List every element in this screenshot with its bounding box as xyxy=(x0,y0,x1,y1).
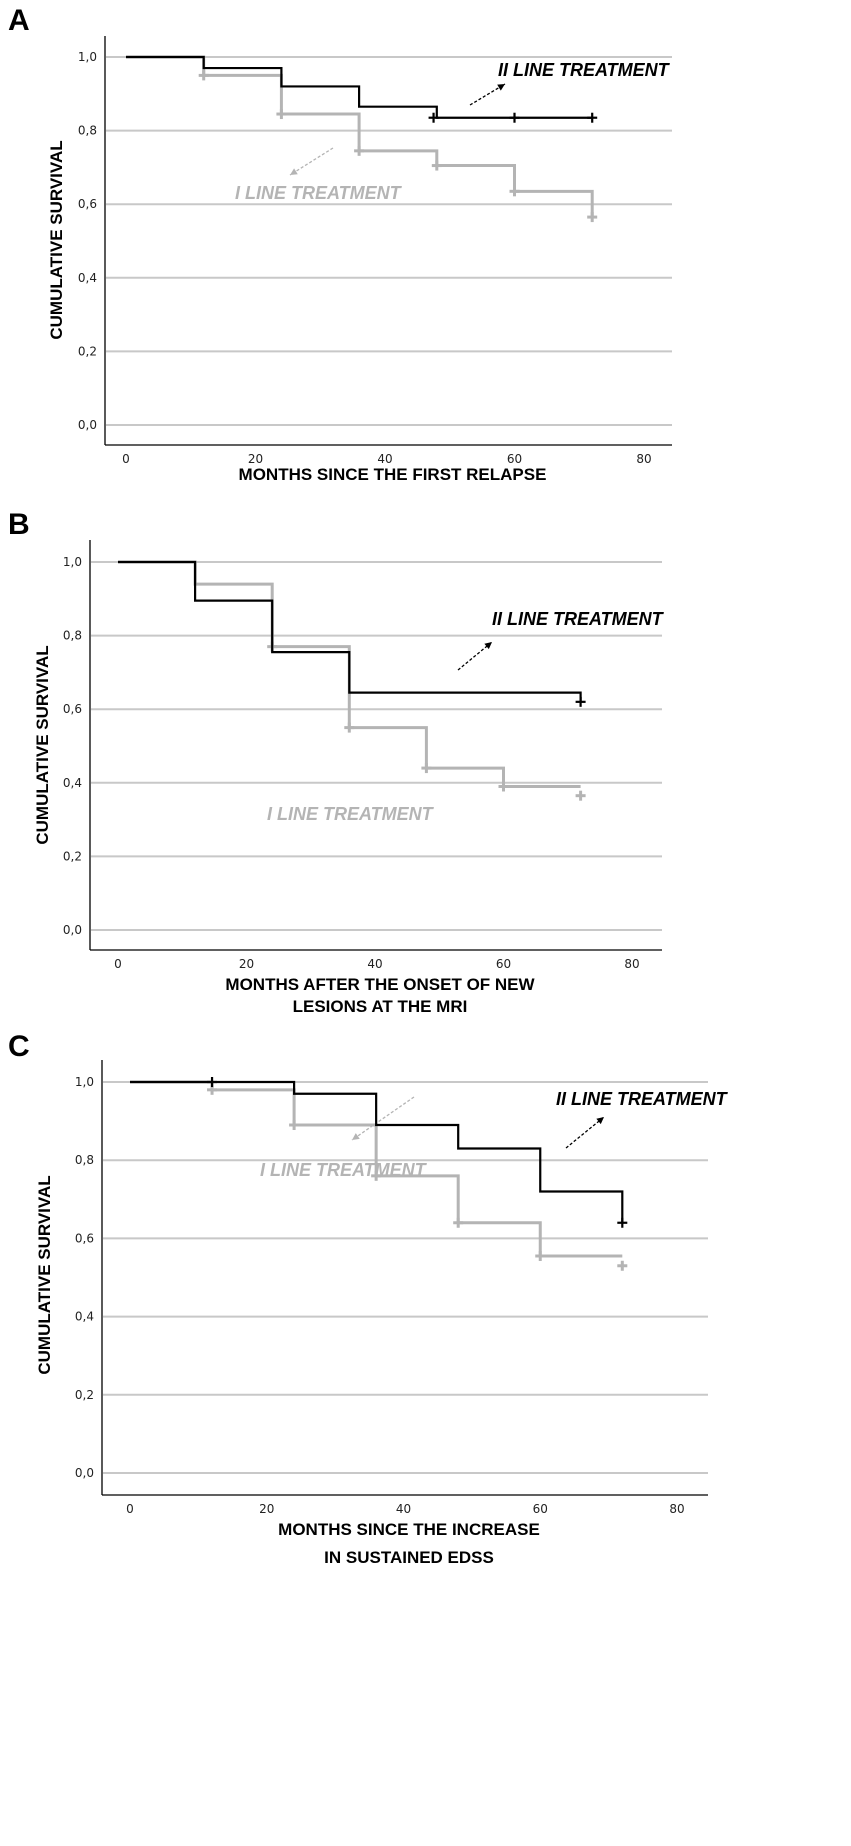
y-tick-label: 0,4 xyxy=(63,776,82,790)
censor-mark-i-line xyxy=(535,1250,546,1261)
x-tick-label: 40 xyxy=(396,1502,411,1516)
y-tick-label: 0,0 xyxy=(78,418,97,432)
y-tick-label: 0,2 xyxy=(75,1388,94,1402)
annotation-arrow-ii-line xyxy=(457,641,493,671)
annotation-arrow-ii-line xyxy=(469,83,506,106)
censor-mark-i-line xyxy=(509,186,520,197)
y-axis-title: CUMULATIVE SURVIVAL xyxy=(35,1175,54,1374)
y-tick-label: 0,8 xyxy=(63,629,82,643)
x-axis-title: IN SUSTAINED EDSS xyxy=(324,1548,494,1567)
annotation-i-line-treatment: I LINE TREATMENT xyxy=(260,1160,428,1180)
y-tick-label: 0,8 xyxy=(78,124,97,138)
y-tick-label: 0,6 xyxy=(63,702,82,716)
y-tick-label: 1,0 xyxy=(63,555,82,569)
x-tick-label: 40 xyxy=(367,957,382,971)
x-tick-label: 20 xyxy=(248,452,263,466)
annotation-arrow-i-line xyxy=(351,1096,415,1141)
x-tick-label: 20 xyxy=(259,1502,274,1516)
censor-mark-i-line xyxy=(421,763,432,774)
annotation-arrowhead-ii-line xyxy=(596,1117,604,1125)
censor-mark-i-line xyxy=(431,160,442,171)
x-tick-label: 80 xyxy=(669,1502,684,1516)
annotation-ii-line-treatment: II LINE TREATMENT xyxy=(498,60,671,80)
series-line-ii-line xyxy=(130,1080,624,1223)
annotation-ii-line-treatment: II LINE TREATMENT xyxy=(492,609,665,629)
y-tick-label: 1,0 xyxy=(78,50,97,64)
series-line-ii-line xyxy=(118,560,582,702)
x-tick-label: 0 xyxy=(126,1502,134,1516)
x-axis-title: MONTHS AFTER THE ONSET OF NEW xyxy=(225,975,535,994)
censor-mark-i-line xyxy=(587,212,598,223)
panel-b: B 0,0 0,2 0,4 0,6 0,8 1,0 0 20 40 60 80 MONTHS AFTER… xyxy=(8,508,665,1141)
censor-mark-i-line xyxy=(354,145,365,156)
annotation-arrowhead-i-line xyxy=(352,1133,360,1140)
y-tick-label: 0,6 xyxy=(78,197,97,211)
censor-mark-i-line xyxy=(617,1260,628,1271)
annotation-ii-line-treatment: II LINE TREATMENT xyxy=(556,1089,729,1109)
panel-letter: A xyxy=(8,4,30,37)
annotation-i-line-treatment: I LINE TREATMENT xyxy=(267,804,435,824)
x-axis-title: LESIONS AT THE MRI xyxy=(293,997,468,1016)
panel-a: A 0,0 0,2 0,4 0,6 0,8 1,0 0 20 40 60 80 MONTHS SINCE… xyxy=(8,4,672,484)
censor-mark-ii-line xyxy=(617,1217,628,1228)
censor-mark-i-line xyxy=(575,790,586,801)
x-tick-label: 60 xyxy=(496,957,511,971)
censor-mark-i-line xyxy=(371,1170,382,1181)
y-tick-label: 0,4 xyxy=(75,1310,94,1324)
annotation-arrowhead-i-line xyxy=(290,168,298,175)
censor-mark-ii-line xyxy=(207,1077,218,1087)
panel-letter: B xyxy=(8,508,30,541)
x-tick-label: 20 xyxy=(239,957,254,971)
y-tick-label: 0,0 xyxy=(75,1466,94,1480)
series-line-ii-line xyxy=(126,55,593,119)
annotation-arrow-ii-line xyxy=(565,1116,605,1149)
y-axis-title: CUMULATIVE SURVIVAL xyxy=(33,645,52,844)
panel-c: C 0,0 0,2 0,4 0,6 0,8 1,0 0 20 40 60 80 MONTHS SINCE… xyxy=(8,1030,729,1567)
censor-mark-ii-line xyxy=(587,112,598,123)
censor-mark-i-line xyxy=(198,70,209,81)
annotation-arrow-i-line xyxy=(289,147,334,176)
censor-mark-i-line xyxy=(453,1217,464,1228)
y-tick-label: 0,2 xyxy=(78,344,97,358)
y-tick-label: 1,0 xyxy=(75,1075,94,1089)
censor-mark-i-line xyxy=(289,1120,300,1131)
x-tick-label: 60 xyxy=(507,452,522,466)
censor-mark-i-line xyxy=(498,781,509,792)
x-tick-label: 0 xyxy=(114,957,122,971)
x-tick-label: 40 xyxy=(377,452,392,466)
censor-mark-i-line xyxy=(344,722,355,733)
censor-mark-i-line xyxy=(276,109,287,120)
y-tick-label: 0,6 xyxy=(75,1231,94,1245)
y-tick-label: 0,0 xyxy=(63,923,82,937)
annotation-arrowhead-ii-line xyxy=(497,84,505,91)
panel-letter: C xyxy=(8,1030,30,1063)
annotation-arrowhead-ii-line xyxy=(484,642,492,650)
censor-mark-ii-line xyxy=(428,112,439,123)
y-tick-label: 0,4 xyxy=(78,271,97,285)
y-tick-label: 0,8 xyxy=(75,1153,94,1167)
x-tick-label: 0 xyxy=(122,452,130,466)
x-tick-label: 60 xyxy=(533,1502,548,1516)
annotation-i-line-treatment: I LINE TREATMENT xyxy=(235,183,403,203)
y-tick-label: 0,2 xyxy=(63,849,82,863)
x-axis-title: MONTHS SINCE THE FIRST RELAPSE xyxy=(239,465,547,484)
x-tick-label: 80 xyxy=(624,957,639,971)
x-tick-label: 80 xyxy=(636,452,651,466)
censor-mark-ii-line xyxy=(575,696,586,707)
censor-mark-ii-line xyxy=(509,112,520,123)
x-axis-title: MONTHS SINCE THE INCREASE xyxy=(278,1520,540,1539)
y-axis-title: CUMULATIVE SURVIVAL xyxy=(47,140,66,339)
